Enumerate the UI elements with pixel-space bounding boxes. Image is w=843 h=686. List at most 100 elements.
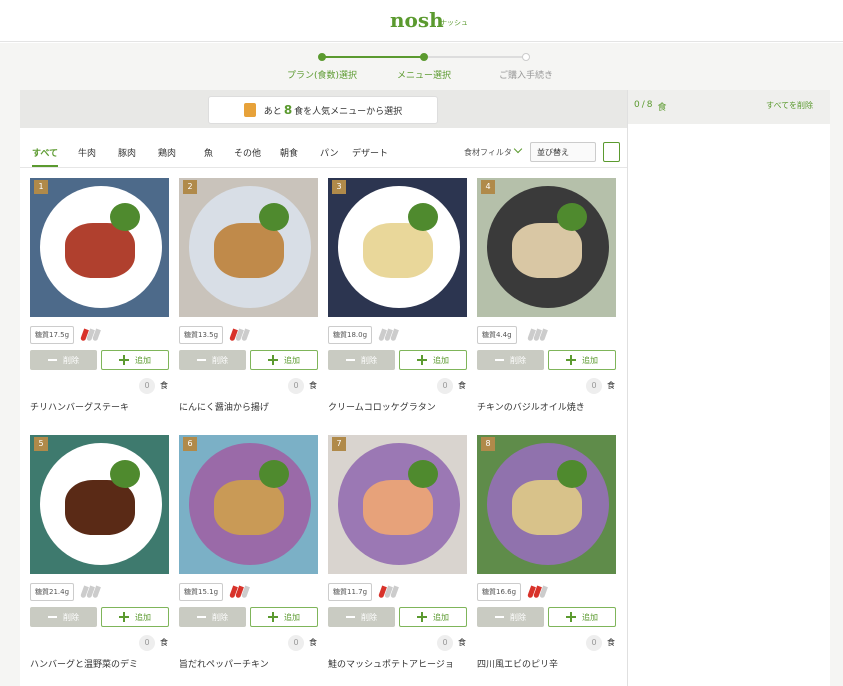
count-unit: 食	[607, 381, 615, 390]
minus-icon	[495, 616, 504, 618]
delete-label: 削除	[361, 355, 377, 365]
delete-button[interactable]: 削除	[328, 350, 395, 370]
add-label: 追加	[135, 355, 151, 365]
sugar-tag: 糖質4.4g	[477, 326, 517, 344]
item-name: チキンのバジルオイル焼き	[477, 403, 585, 413]
item-name: 四川風エビのピリ辛	[477, 660, 559, 670]
delete-button[interactable]: 削除	[328, 607, 395, 627]
count-unit: 食	[458, 638, 466, 647]
item-number: 4	[481, 180, 495, 194]
tab[interactable]: 朝食	[280, 149, 299, 159]
sugar-tag: 糖質15.1g	[179, 583, 224, 601]
clear-all[interactable]: すべてを削除	[766, 101, 813, 110]
sort-label: 並び替え	[537, 148, 569, 157]
cart-total: 8	[646, 100, 653, 110]
tab-line	[20, 167, 627, 168]
sugar-tag: 糖質13.5g	[179, 326, 224, 344]
sort-select[interactable]: 並び替え	[530, 142, 596, 162]
plus-icon	[417, 355, 427, 365]
divider	[627, 90, 628, 686]
delete-label: 削除	[63, 612, 79, 622]
plus-icon	[417, 612, 427, 622]
count-unit: 食	[160, 638, 168, 647]
food-image[interactable]: 1	[30, 178, 169, 317]
tab[interactable]: すべて	[32, 146, 59, 167]
add-button[interactable]: 追加	[250, 350, 318, 370]
food-image[interactable]: 4	[477, 178, 616, 317]
count-unit: 食	[309, 381, 317, 390]
food-image[interactable]: 5	[30, 435, 169, 574]
add-button[interactable]: 追加	[399, 350, 467, 370]
food	[65, 480, 135, 535]
add-label: 追加	[433, 355, 449, 365]
add-button[interactable]: 追加	[399, 607, 467, 627]
tab[interactable]: 豚肉	[118, 149, 137, 159]
food-image[interactable]: 8	[477, 435, 616, 574]
bag-icon	[243, 103, 256, 117]
spice-level	[527, 585, 553, 599]
minus-icon	[197, 359, 206, 361]
add-button[interactable]: 追加	[548, 607, 616, 627]
delete-button[interactable]: 削除	[179, 607, 246, 627]
food-image[interactable]: 6	[179, 435, 318, 574]
add-button[interactable]: 追加	[101, 350, 169, 370]
item-name: 鮭のマッシュポテトアヒージョ	[328, 660, 454, 670]
plus-icon	[566, 355, 576, 365]
spice-level	[80, 585, 106, 599]
delete-button[interactable]: 削除	[30, 350, 97, 370]
food-image[interactable]: 2	[179, 178, 318, 317]
spice-level	[80, 328, 106, 342]
cart-count: 0/8 食	[634, 100, 667, 113]
item-number: 2	[183, 180, 197, 194]
count-badge: 0	[586, 378, 602, 394]
food-image[interactable]: 7	[328, 435, 467, 574]
minus-icon	[346, 616, 355, 618]
header	[0, 0, 843, 42]
banner-button[interactable]: あと 8 食を人気メニューから選択	[208, 96, 438, 124]
delete-button[interactable]: 削除	[477, 350, 544, 370]
tab[interactable]: パン	[320, 149, 339, 159]
delete-button[interactable]: 削除	[179, 350, 246, 370]
delete-button[interactable]: 削除	[477, 607, 544, 627]
greens	[557, 203, 587, 231]
add-label: 追加	[433, 612, 449, 622]
step-dot	[420, 53, 428, 61]
tab[interactable]: 牛肉	[78, 149, 97, 159]
add-button[interactable]: 追加	[250, 607, 318, 627]
filter[interactable]: 食材フィルタ	[464, 148, 512, 157]
sort-icon[interactable]	[603, 142, 620, 162]
count-badge: 0	[288, 378, 304, 394]
sugar-tag: 糖質16.6g	[477, 583, 522, 601]
tab[interactable]: その他	[234, 149, 262, 159]
spice-level	[527, 328, 553, 342]
step-dot	[318, 53, 326, 61]
tab[interactable]: デザート	[352, 149, 389, 159]
item-number: 3	[332, 180, 346, 194]
step-label: ご購入手続き	[498, 71, 553, 81]
count-badge: 0	[437, 378, 453, 394]
tab[interactable]: 魚	[204, 149, 214, 159]
sugar-tag: 糖質18.0g	[328, 326, 373, 344]
greens	[110, 203, 140, 231]
add-button[interactable]: 追加	[548, 350, 616, 370]
food-image[interactable]: 3	[328, 178, 467, 317]
banner-suffix: 食を人気メニューから選択	[294, 106, 403, 117]
delete-label: 削除	[361, 612, 377, 622]
item-name: チリハンバーグステーキ	[30, 403, 130, 413]
greens	[259, 460, 289, 488]
tab[interactable]: 鶏肉	[158, 149, 177, 159]
minus-icon	[197, 616, 206, 618]
food	[65, 223, 135, 278]
count-badge: 0	[586, 635, 602, 651]
add-label: 追加	[284, 612, 300, 622]
add-button[interactable]: 追加	[101, 607, 169, 627]
cart-unit: 食	[657, 103, 667, 113]
minus-icon	[346, 359, 355, 361]
delete-button[interactable]: 削除	[30, 607, 97, 627]
item-number: 1	[34, 180, 48, 194]
delete-label: 削除	[63, 355, 79, 365]
greens	[110, 460, 140, 488]
item-name: ハンバーグと温野菜のデミ	[30, 660, 139, 670]
greens	[259, 203, 289, 231]
